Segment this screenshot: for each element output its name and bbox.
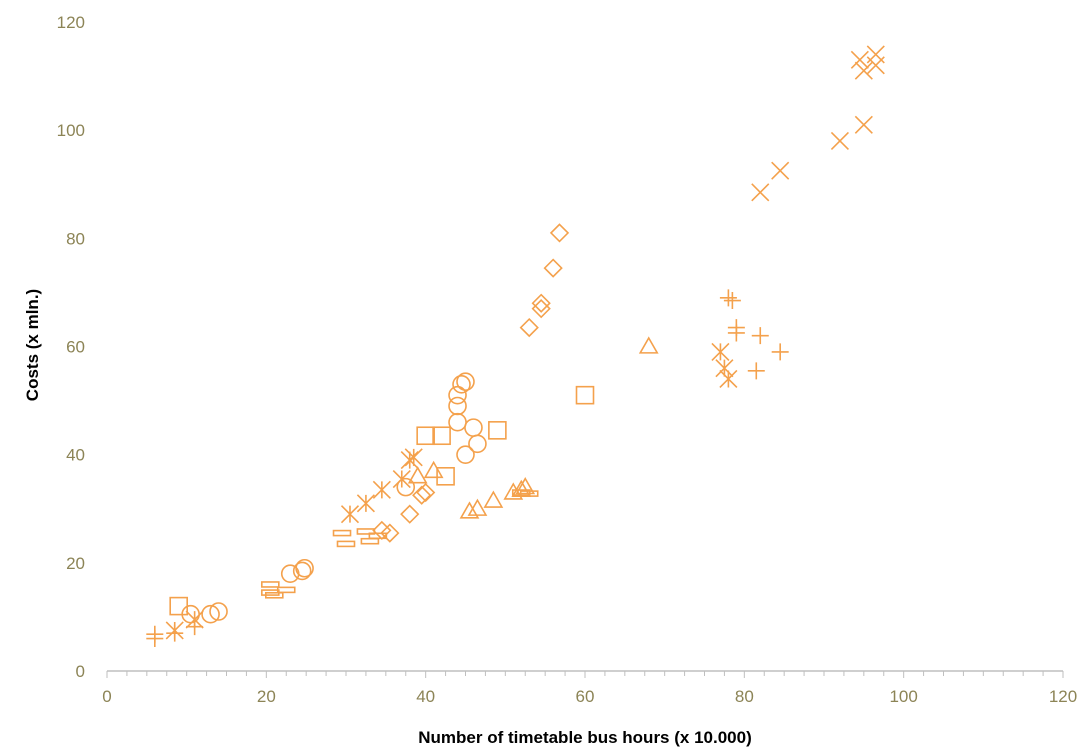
- data-point-square: [432, 426, 451, 446]
- data-point-dash: [360, 537, 380, 545]
- data-point-circle: [448, 385, 467, 405]
- x-tick-label: 120: [1049, 687, 1077, 706]
- data-point-x: [751, 183, 770, 202]
- data-point-plus: [747, 362, 765, 380]
- y-tick-label: 60: [66, 338, 85, 357]
- data-point-x: [854, 115, 873, 134]
- data-point-triangle: [515, 477, 536, 495]
- data-point-diamond: [549, 223, 570, 243]
- data-point-circle: [452, 375, 471, 394]
- data-point-triangle: [407, 466, 428, 484]
- data-point-triangle: [483, 490, 504, 508]
- data-point-star: [372, 480, 391, 499]
- y-tick-label: 120: [57, 13, 85, 32]
- data-point-circle: [209, 602, 228, 621]
- y-tick-label: 0: [76, 662, 85, 681]
- data-point-star: [185, 610, 204, 629]
- data-point-dash: [519, 490, 539, 497]
- data-point-circle: [295, 558, 314, 578]
- data-point-diamond: [531, 293, 551, 313]
- y-tick-label: 100: [57, 121, 85, 140]
- data-point-circle: [456, 372, 475, 391]
- data-points: [146, 45, 885, 648]
- x-tick-label: 0: [102, 687, 111, 706]
- y-axis-title: Costs (x mln.): [23, 289, 42, 401]
- data-point-x: [850, 50, 869, 69]
- x-tick-label: 60: [576, 687, 595, 706]
- data-point-diamond: [416, 482, 436, 503]
- data-point-star: [165, 621, 184, 640]
- data-point-diamond: [372, 520, 392, 541]
- data-point-x: [771, 161, 790, 180]
- data-point-dash: [356, 528, 376, 535]
- data-point-dash: [261, 581, 280, 588]
- data-point-circle: [292, 561, 312, 581]
- data-point-diamond: [380, 523, 400, 543]
- data-point-diamond: [519, 317, 539, 338]
- data-point-circle: [464, 418, 483, 437]
- data-point-dash: [264, 591, 284, 599]
- data-point-triangle: [459, 501, 480, 519]
- y-tick-label: 40: [66, 446, 85, 465]
- data-point-triangle: [423, 460, 444, 479]
- y-tick-label: 20: [66, 554, 85, 573]
- data-point-square: [488, 421, 507, 440]
- x-tick-label: 40: [416, 687, 435, 706]
- data-point-x: [854, 61, 873, 80]
- data-point-dash: [368, 532, 388, 540]
- data-point-x: [830, 131, 849, 151]
- data-point-plus: [723, 292, 741, 310]
- data-point-x: [866, 56, 885, 75]
- data-point-dash: [332, 529, 352, 537]
- data-point-square: [436, 466, 455, 486]
- x-tick-label: 100: [889, 687, 917, 706]
- data-point-triangle: [638, 336, 659, 354]
- data-point-star: [719, 369, 738, 389]
- data-point-dash: [336, 540, 356, 548]
- x-axis-title: Number of timetable bus hours (x 10.000): [418, 728, 751, 747]
- data-point-square: [169, 596, 188, 616]
- x-axis-minor-ticks: [106, 671, 1064, 678]
- data-point-circle: [181, 604, 200, 624]
- data-point-square: [575, 385, 595, 405]
- data-point-plus: [727, 324, 745, 342]
- data-point-star: [711, 342, 730, 361]
- data-point-star: [356, 494, 375, 513]
- data-point-star: [715, 359, 734, 378]
- data-point-plus: [146, 630, 164, 648]
- data-point-star: [340, 505, 360, 524]
- data-point-diamond: [531, 299, 551, 319]
- data-point-star: [404, 448, 423, 467]
- data-point-dash: [276, 586, 296, 594]
- data-point-diamond: [543, 258, 563, 278]
- data-point-plus: [751, 327, 769, 345]
- data-point-circle: [396, 477, 416, 497]
- data-point-circle: [201, 604, 220, 624]
- data-point-circle: [448, 396, 467, 416]
- data-point-circle: [468, 434, 487, 454]
- data-point-diamond: [412, 485, 432, 505]
- data-point-plus: [719, 289, 737, 307]
- data-point-circle: [456, 445, 475, 464]
- x-tick-label: 20: [257, 687, 276, 706]
- x-axis-tick-labels: 0 20 40 60 80 100 120: [102, 687, 1077, 706]
- y-axis-tick-labels: 0 20 40 60 80 100 120: [57, 13, 85, 681]
- y-tick-label: 80: [66, 229, 85, 248]
- data-point-circle: [448, 412, 467, 432]
- data-point-plus: [771, 343, 789, 361]
- data-point-square: [416, 426, 435, 446]
- data-point-triangle: [467, 498, 488, 516]
- data-point-diamond: [400, 504, 420, 524]
- x-tick-label: 80: [735, 687, 754, 706]
- data-point-triangle: [503, 482, 524, 500]
